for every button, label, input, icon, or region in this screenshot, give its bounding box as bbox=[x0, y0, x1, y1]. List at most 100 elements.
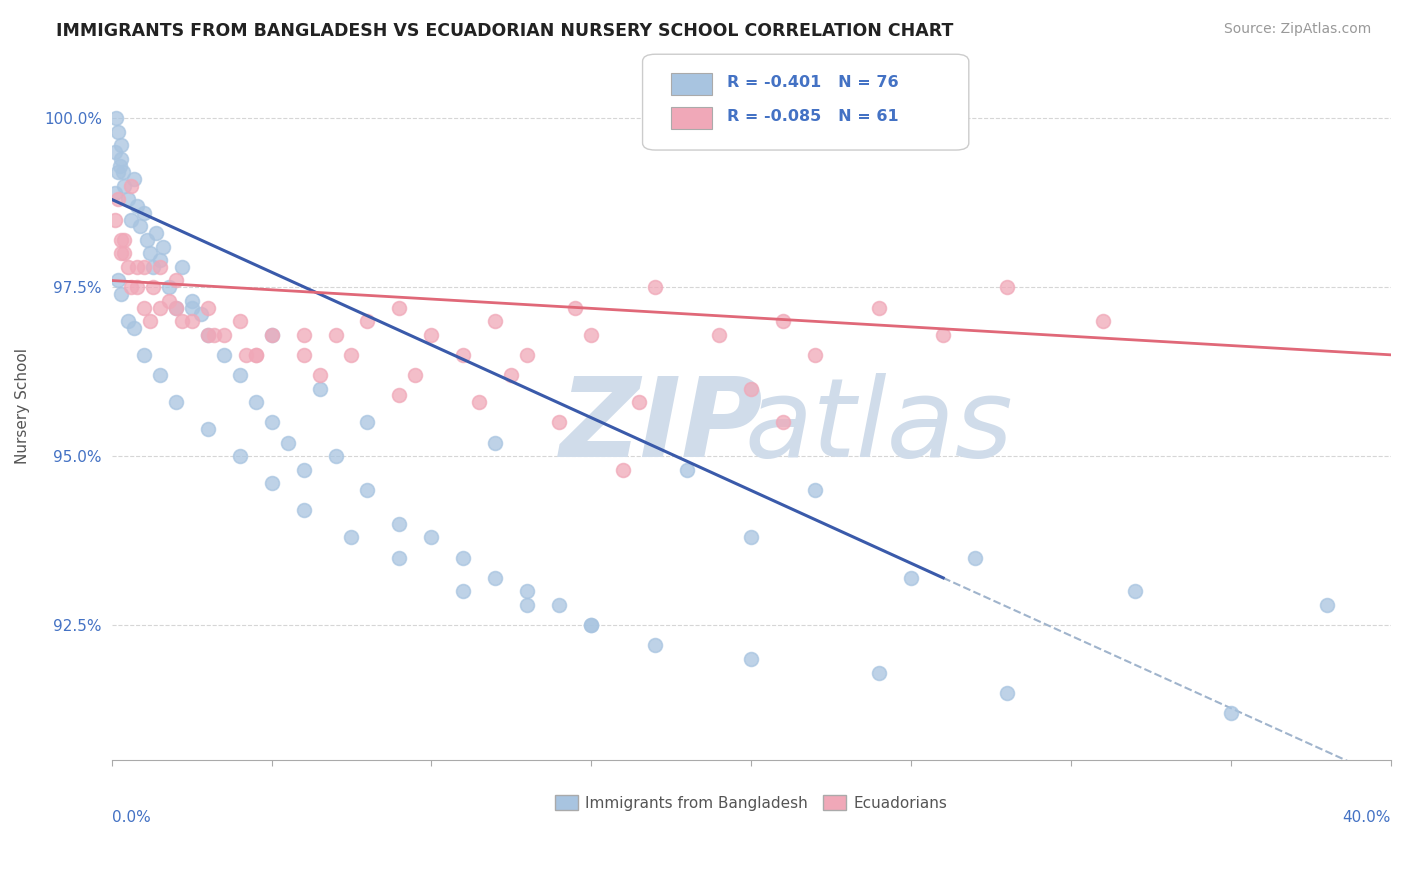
Text: R = -0.085   N = 61: R = -0.085 N = 61 bbox=[727, 109, 898, 124]
Point bbox=[165, 273, 187, 287]
Point bbox=[804, 348, 827, 362]
Point bbox=[111, 165, 134, 179]
Point bbox=[107, 273, 129, 287]
Point bbox=[548, 416, 571, 430]
Point bbox=[581, 618, 603, 632]
Point bbox=[676, 463, 699, 477]
Point bbox=[110, 233, 132, 247]
Point bbox=[202, 327, 225, 342]
Point bbox=[180, 314, 202, 328]
Point bbox=[356, 483, 378, 497]
Point bbox=[165, 395, 187, 409]
Point bbox=[340, 530, 363, 544]
Point bbox=[197, 327, 219, 342]
Point bbox=[1220, 706, 1243, 720]
Point bbox=[932, 327, 955, 342]
Text: R = -0.401   N = 76: R = -0.401 N = 76 bbox=[727, 75, 898, 90]
Point bbox=[228, 368, 250, 383]
Point bbox=[104, 212, 127, 227]
Point bbox=[245, 348, 267, 362]
Point bbox=[170, 314, 193, 328]
Point bbox=[170, 260, 193, 274]
Point bbox=[139, 246, 162, 260]
Point bbox=[501, 368, 523, 383]
Point bbox=[453, 584, 475, 599]
Point bbox=[356, 416, 378, 430]
Point bbox=[120, 212, 142, 227]
Point bbox=[157, 280, 180, 294]
Point bbox=[995, 280, 1018, 294]
Point bbox=[868, 301, 890, 315]
Point bbox=[180, 293, 202, 308]
Point bbox=[1123, 584, 1146, 599]
Point bbox=[110, 138, 132, 153]
Point bbox=[260, 327, 283, 342]
Point bbox=[132, 260, 155, 274]
Point bbox=[122, 172, 145, 186]
Point bbox=[420, 327, 443, 342]
Text: atlas: atlas bbox=[745, 374, 1014, 480]
Bar bbox=[671, 72, 711, 95]
Point bbox=[127, 260, 149, 274]
Point bbox=[120, 280, 142, 294]
Point bbox=[1092, 314, 1115, 328]
Point bbox=[420, 530, 443, 544]
Point bbox=[149, 253, 172, 268]
Point bbox=[1316, 598, 1339, 612]
Point bbox=[142, 260, 165, 274]
Point bbox=[516, 348, 538, 362]
Point bbox=[110, 287, 132, 301]
Point bbox=[122, 320, 145, 334]
Point bbox=[165, 301, 187, 315]
Point bbox=[388, 301, 411, 315]
Point bbox=[110, 152, 132, 166]
Text: IMMIGRANTS FROM BANGLADESH VS ECUADORIAN NURSERY SCHOOL CORRELATION CHART: IMMIGRANTS FROM BANGLADESH VS ECUADORIAN… bbox=[56, 22, 953, 40]
Point bbox=[117, 193, 139, 207]
Point bbox=[277, 435, 299, 450]
Point bbox=[127, 280, 149, 294]
Point bbox=[740, 530, 762, 544]
Point bbox=[388, 550, 411, 565]
Point bbox=[340, 348, 363, 362]
Point bbox=[197, 327, 219, 342]
Point bbox=[107, 165, 129, 179]
Point bbox=[965, 550, 987, 565]
Point bbox=[564, 301, 586, 315]
Point bbox=[142, 280, 165, 294]
Point bbox=[129, 219, 152, 234]
Point bbox=[325, 327, 347, 342]
Point bbox=[516, 598, 538, 612]
Point bbox=[644, 639, 666, 653]
Point bbox=[139, 314, 162, 328]
Point bbox=[104, 186, 127, 200]
Point bbox=[117, 260, 139, 274]
Point bbox=[292, 463, 315, 477]
Point bbox=[105, 112, 128, 126]
Point bbox=[484, 571, 506, 585]
Point bbox=[112, 246, 135, 260]
Point bbox=[132, 348, 155, 362]
Point bbox=[260, 416, 283, 430]
Point bbox=[228, 449, 250, 463]
Point bbox=[197, 301, 219, 315]
Point bbox=[709, 327, 731, 342]
Point bbox=[228, 314, 250, 328]
Point bbox=[356, 314, 378, 328]
Point bbox=[388, 388, 411, 402]
Point bbox=[180, 301, 202, 315]
Point bbox=[900, 571, 922, 585]
Point bbox=[868, 665, 890, 680]
Point bbox=[127, 199, 149, 213]
Point bbox=[772, 416, 794, 430]
FancyBboxPatch shape bbox=[643, 54, 969, 150]
Point bbox=[308, 382, 330, 396]
Text: ZIP: ZIP bbox=[560, 374, 763, 480]
Point bbox=[245, 348, 267, 362]
Point bbox=[804, 483, 827, 497]
Point bbox=[245, 395, 267, 409]
Point bbox=[149, 301, 172, 315]
Point bbox=[292, 348, 315, 362]
Point bbox=[149, 260, 172, 274]
Point bbox=[145, 226, 167, 240]
Text: Source: ZipAtlas.com: Source: ZipAtlas.com bbox=[1223, 22, 1371, 37]
